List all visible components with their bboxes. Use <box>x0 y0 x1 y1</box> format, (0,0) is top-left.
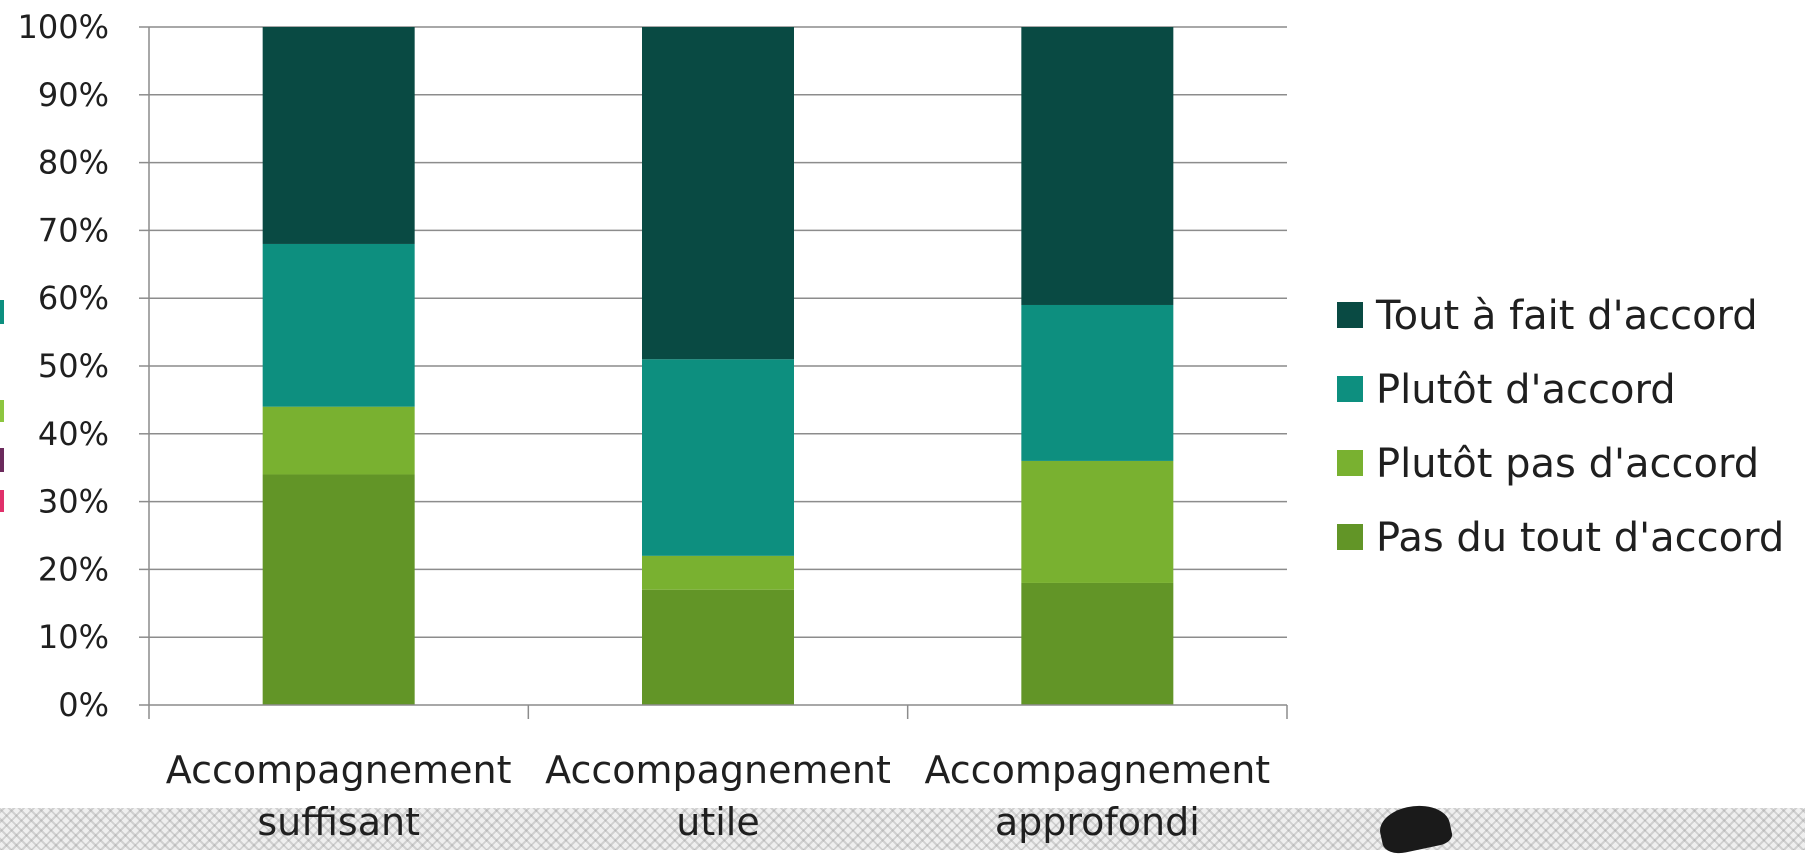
x-category-label: suffisant <box>257 800 420 844</box>
edge-mark-teal <box>0 300 4 324</box>
edge-mark-purple <box>0 448 4 472</box>
edge-marks <box>0 300 4 512</box>
x-category-label: Accompagnement <box>545 748 891 792</box>
y-tick-label: 70% <box>38 211 109 249</box>
x-category-label: Accompagnement <box>924 748 1270 792</box>
legend-swatch <box>1337 524 1363 550</box>
bar-segment <box>1021 460 1174 583</box>
y-tick-label: 80% <box>38 144 109 182</box>
legend: Tout à fait d'accord Plutôt d'accord Plutô… <box>1337 293 1784 561</box>
legend-label: Tout à fait d'accord <box>1375 293 1758 339</box>
legend-label: Pas du tout d'accord <box>1376 515 1784 561</box>
x-category-label: utile <box>676 800 759 844</box>
y-tick-label: 40% <box>38 415 109 453</box>
bars <box>262 27 1174 705</box>
bar-segment <box>642 589 794 705</box>
y-tick-label: 20% <box>38 550 109 588</box>
y-tick-label: 100% <box>18 8 109 46</box>
bar-segment <box>642 359 794 556</box>
x-category-label: approfondi <box>995 800 1200 844</box>
bar-segment <box>1021 304 1174 461</box>
bar-segment <box>262 243 415 407</box>
y-tick-label: 50% <box>38 347 109 385</box>
legend-swatch <box>1337 302 1363 328</box>
legend-label: Plutôt pas d'accord <box>1376 441 1759 487</box>
edge-mark-green <box>0 400 4 422</box>
y-tick-label: 0% <box>58 686 109 724</box>
y-tick-label: 60% <box>38 279 109 317</box>
y-tick-label: 90% <box>38 76 109 114</box>
legend-swatch <box>1337 450 1363 476</box>
background-pattern <box>0 808 1805 850</box>
bar-segment <box>262 406 415 475</box>
edge-mark-pink <box>0 490 4 512</box>
bar-segment <box>1021 27 1174 305</box>
bar-segment <box>642 27 794 360</box>
x-category-label: Accompagnement <box>166 748 512 792</box>
bar-segment <box>262 474 415 705</box>
bar-segment <box>642 555 794 590</box>
legend-label: Plutôt d'accord <box>1376 367 1676 413</box>
y-axis-ticks: 0% 10% 20% 30% 40% 50% 60% 70% 80% 90% 100% <box>18 8 149 724</box>
bar-segment <box>262 27 415 244</box>
y-tick-label: 30% <box>38 483 109 521</box>
bar-segment <box>1021 582 1174 705</box>
x-axis-labels: Accompagnement suffisant Accompagnement uti… <box>166 748 1270 844</box>
y-tick-label: 10% <box>38 618 109 656</box>
legend-swatch <box>1337 376 1363 402</box>
